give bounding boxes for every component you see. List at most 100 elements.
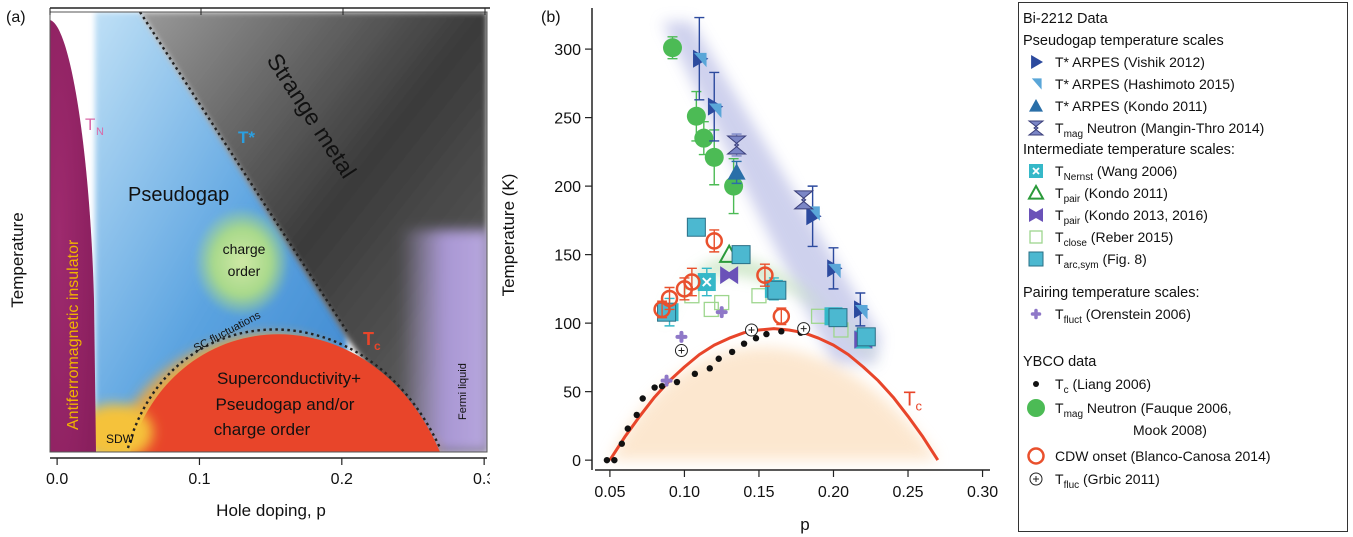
- legend-label-line2: Mook 2008): [1133, 422, 1207, 438]
- tc-band: [609, 347, 938, 461]
- series-2: [727, 160, 746, 185]
- data-point: [745, 323, 759, 337]
- error-bar: [686, 267, 697, 297]
- panel-a-x-tick-label: 0.3: [473, 471, 490, 488]
- panel-b-x-tick-label: 0.30: [967, 484, 998, 501]
- sc-label-1: Superconductivity+: [217, 369, 361, 388]
- legend-item: Tarc,sym (Fig. 8): [1028, 251, 1147, 271]
- legend-marker: [1033, 381, 1039, 387]
- legend-item: Tc (Liang 2006): [1033, 376, 1151, 396]
- panel-b-x-title: p: [800, 515, 809, 534]
- marker-plus: [748, 326, 755, 333]
- panel-b-x-tick-label: 0.05: [594, 484, 625, 501]
- data-point: [763, 330, 770, 338]
- t-star-label: T*: [238, 128, 255, 147]
- panel-b-y-tick-label: 100: [554, 316, 581, 333]
- data-point: [797, 322, 811, 336]
- svg-text:N: N: [96, 126, 104, 138]
- t-c-label-a: T c: [363, 329, 381, 353]
- legend-item: T* ARPES (Hashimoto 2015): [1031, 76, 1235, 92]
- sdw-label: SDW: [106, 432, 135, 446]
- series-7: [684, 288, 849, 338]
- panel-a-y-title: Temperature: [8, 212, 27, 307]
- data-point: [674, 344, 688, 358]
- legend-item: Tmag Neutron (Mangin-Thro 2014): [1027, 120, 1264, 140]
- data-point: [705, 232, 723, 250]
- svg-text:T: T: [85, 115, 95, 134]
- legend-marker: [1027, 120, 1045, 136]
- data-point: [828, 308, 848, 328]
- data-point: [673, 378, 681, 386]
- legend-label: TNernst (Wang 2006): [1055, 163, 1177, 183]
- legend: Bi-2212 Data Pseudogap temperature scale…: [1018, 2, 1348, 532]
- legend-label: CDW onset (Blanco-Canosa 2014): [1055, 448, 1271, 464]
- legend-label: Tfluc (Grbic 2011): [1055, 471, 1160, 491]
- legend-group-pseudogap: Pseudogap temperature scales: [1023, 33, 1224, 49]
- panel-a-label: (a): [6, 9, 26, 26]
- data-point: [778, 328, 785, 335]
- legend-marker: [1030, 308, 1042, 320]
- pseudogap-label: Pseudogap: [128, 184, 229, 206]
- marker-cross: [702, 277, 712, 287]
- data-point: [856, 327, 876, 347]
- fermi-liquid-label: Fermi liquid: [457, 363, 469, 420]
- panel-a-phase-diagram: (a) Strange metal T* T N Pseudogap charg…: [6, 7, 490, 520]
- legend-item: Tpair (Kondo 2011): [1027, 183, 1168, 205]
- legend-item: Tfluct (Orenstein 2006): [1030, 306, 1191, 326]
- svg-text:T: T: [363, 329, 374, 349]
- tstar-band: [662, 21, 882, 365]
- legend-label: T* ARPES (Vishik 2012): [1055, 54, 1205, 70]
- panel-a-x-title: Hole doping, p: [216, 501, 326, 520]
- legend-label: T* ARPES (Kondo 2011): [1055, 98, 1207, 114]
- data-point: [694, 128, 714, 148]
- legend-marker: [1031, 55, 1043, 69]
- data-point: [767, 280, 787, 300]
- legend-item: T* ARPES (Kondo 2011): [1029, 98, 1207, 114]
- data-point: [675, 330, 688, 343]
- data-point: [686, 106, 706, 126]
- data-point: [793, 190, 815, 210]
- marker-plus: [800, 325, 807, 332]
- data-point: [740, 340, 748, 347]
- data-point: [633, 411, 640, 419]
- panel-a-x-tick-label: 0.1: [188, 471, 210, 488]
- data-point: [658, 382, 666, 390]
- panel-a-frame: [49, 11, 488, 453]
- charge-order-label-1: charge: [223, 241, 266, 257]
- legend-items: T* ARPES (Vishik 2012) T* ARPES (Hashimot…: [1027, 54, 1271, 491]
- panel-a-x-ticks: 0.0 0.1 0.2 0.3: [46, 458, 490, 488]
- data-point: [697, 273, 716, 292]
- legend-label: Tclose (Reber 2015): [1055, 229, 1173, 249]
- data-point: [660, 374, 673, 387]
- data-point: [727, 163, 746, 180]
- legend-item: CDW onset (Blanco-Canosa 2014): [1027, 447, 1271, 465]
- panel-b-y-tick-label: 250: [554, 111, 581, 128]
- panel-b-y-tick-label: 300: [554, 42, 581, 59]
- legend-item: T* ARPES (Vishik 2012): [1031, 54, 1205, 70]
- panel-b-x-tick-label: 0.15: [743, 484, 774, 501]
- legend-label: Tc (Liang 2006): [1055, 376, 1151, 396]
- legend-marker: [1029, 230, 1043, 244]
- panel-a-x-tick-label: 0.2: [331, 471, 353, 488]
- legend-item: Tfluc (Grbic 2011): [1029, 471, 1160, 491]
- data-point: [726, 135, 748, 155]
- legend-label: Tmag Neutron (Mangin-Thro 2014): [1055, 120, 1264, 140]
- legend-label: Tmag Neutron (Fauque 2006,: [1055, 400, 1232, 420]
- legend-group-intermediate: Intermediate temperature scales:: [1023, 142, 1235, 158]
- data-point: [752, 335, 760, 342]
- series-9: [660, 306, 728, 387]
- data-point: [618, 440, 626, 447]
- data-point: [772, 307, 791, 326]
- marker-plus: [678, 347, 685, 354]
- legend-label: Tfluct (Orenstein 2006): [1055, 306, 1191, 326]
- svg-text:c: c: [374, 339, 381, 353]
- legend-marker: [1027, 399, 1045, 417]
- sdw-region: [77, 404, 153, 452]
- sc-label-3: charge order: [214, 420, 311, 439]
- afm-label: Antiferromagnetic insulator: [65, 239, 82, 430]
- t-star-line: [138, 12, 350, 334]
- panel-a-x-tick-label: 0.0: [46, 471, 68, 488]
- data-point: [660, 289, 679, 308]
- series-12: [653, 229, 791, 326]
- legend-marker: [1027, 183, 1045, 200]
